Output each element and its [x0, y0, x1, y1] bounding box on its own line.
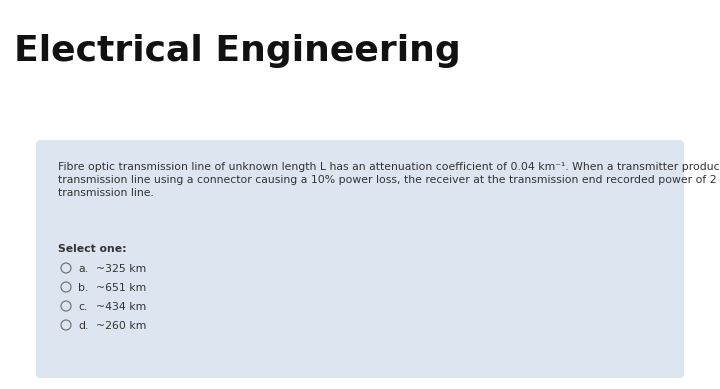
Text: transmission line using a connector causing a 10% power loss, the receiver at th: transmission line using a connector caus…	[58, 175, 720, 185]
Text: c.: c.	[78, 302, 87, 312]
Text: Fibre optic transmission line of unknown length L has an attenuation coefficient: Fibre optic transmission line of unknown…	[58, 162, 720, 172]
Text: ~651 km: ~651 km	[96, 283, 146, 293]
Text: a.: a.	[78, 264, 88, 274]
Text: transmission line.: transmission line.	[58, 188, 154, 198]
Text: d.: d.	[78, 321, 89, 331]
Text: Electrical Engineering: Electrical Engineering	[14, 34, 461, 68]
Text: Select one:: Select one:	[58, 244, 127, 254]
Text: b.: b.	[78, 283, 89, 293]
Text: ~260 km: ~260 km	[96, 321, 146, 331]
Text: ~434 km: ~434 km	[96, 302, 146, 312]
Text: ~325 km: ~325 km	[96, 264, 146, 274]
FancyBboxPatch shape	[36, 140, 684, 378]
